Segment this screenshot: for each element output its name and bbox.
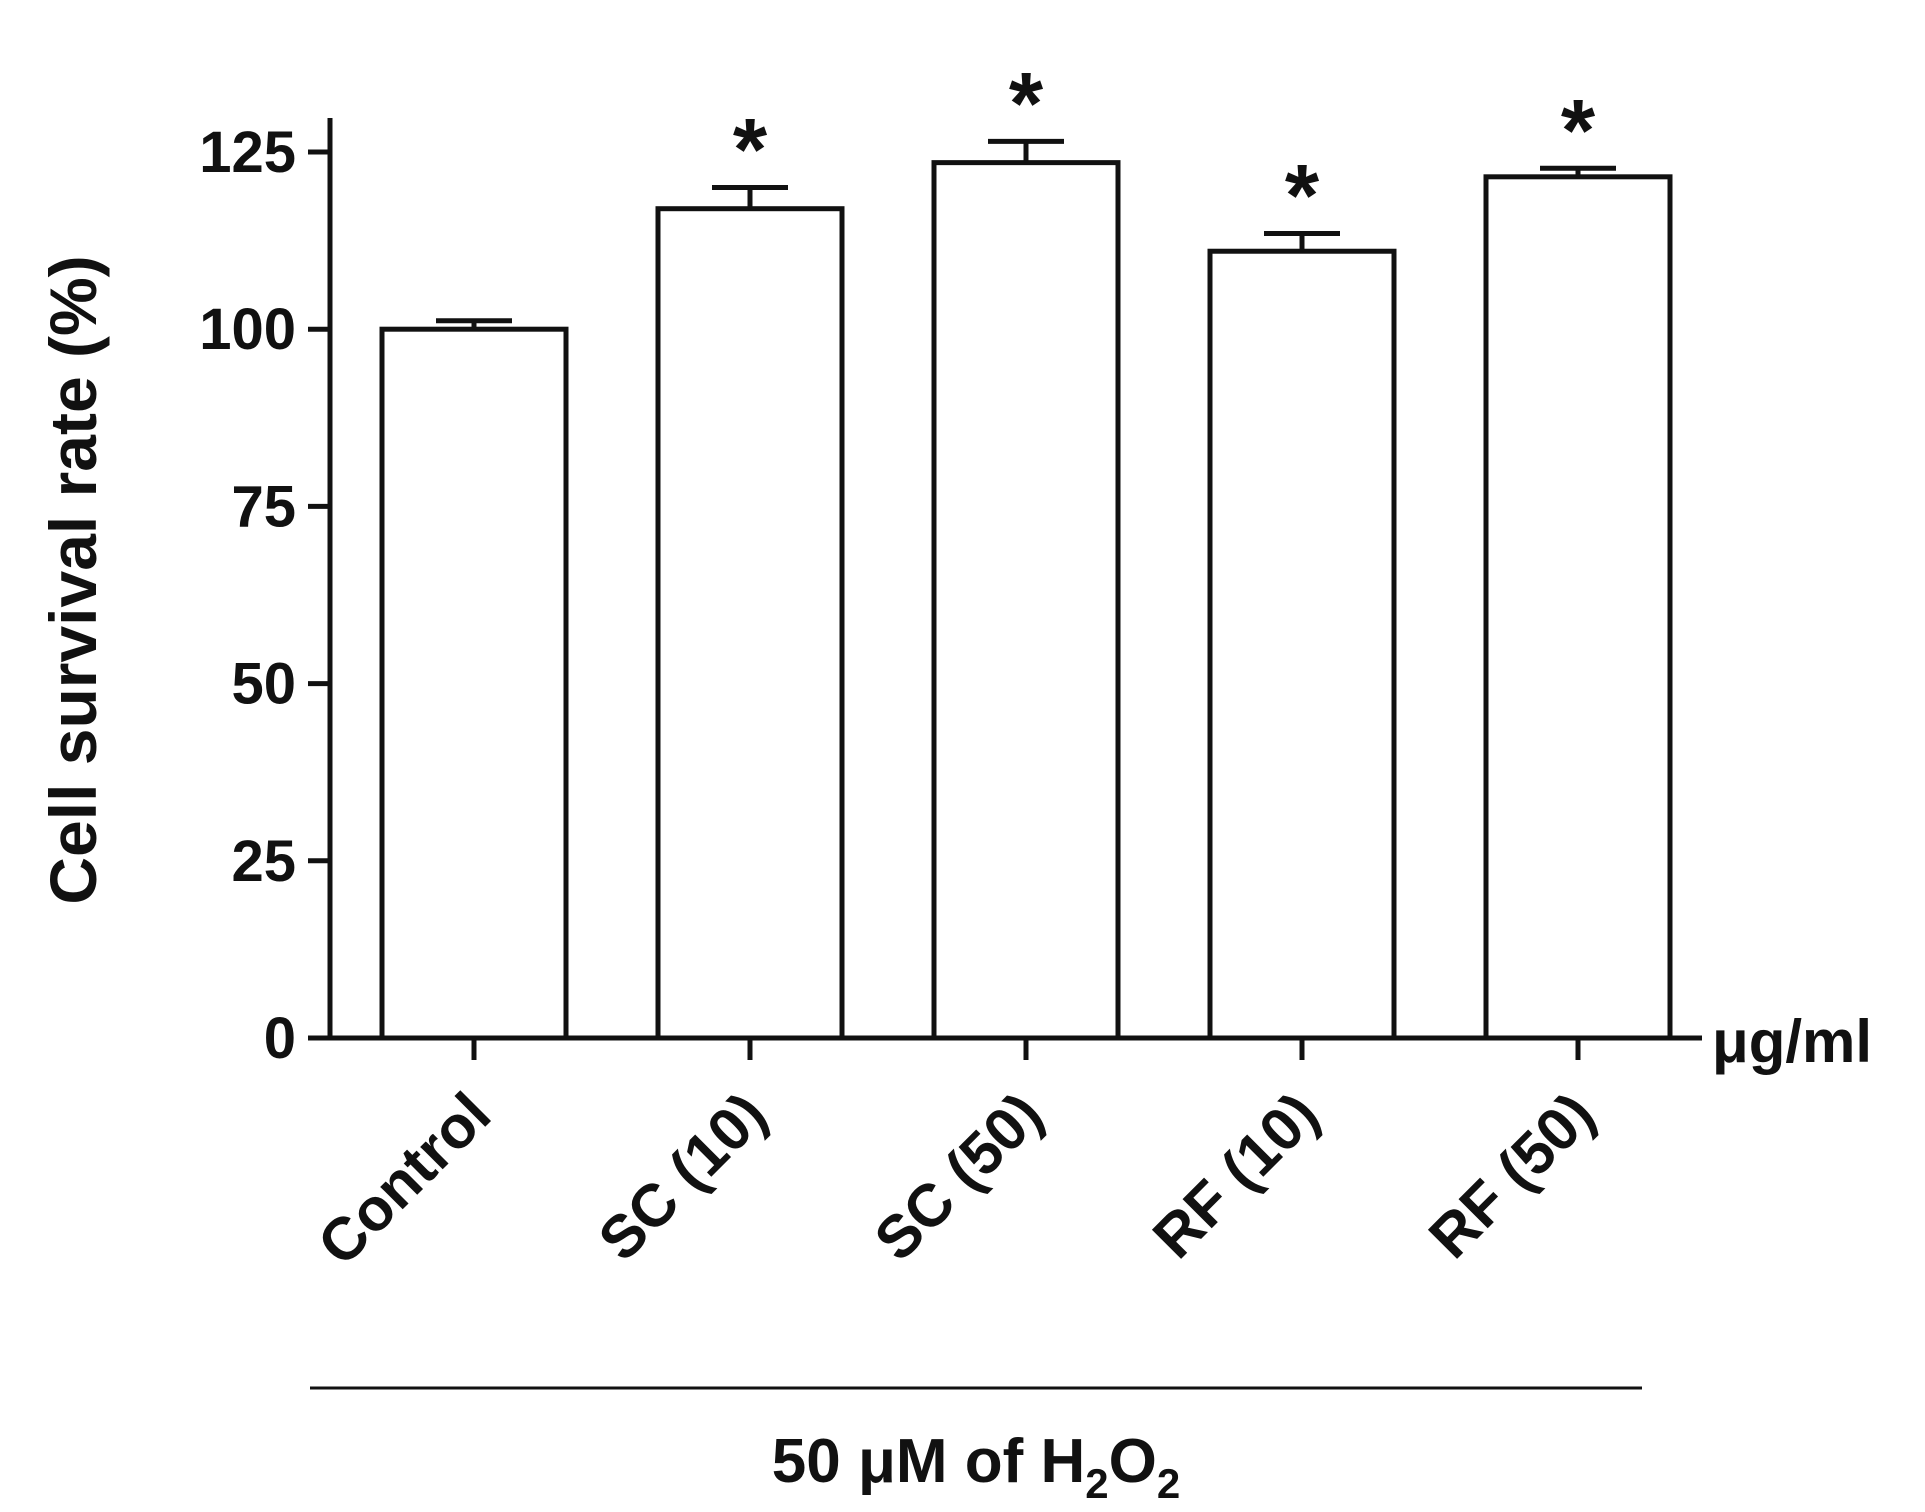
y-tick-label: 0 (264, 1006, 296, 1071)
y-tick-label: 125 (199, 120, 296, 185)
treatment-label: 50 μM of H2O2 (772, 1427, 1180, 1507)
x-tick-label: RF (50) (1416, 1080, 1607, 1271)
bars (379, 138, 1673, 1041)
treatment-label-sub2: 2 (1157, 1460, 1180, 1507)
y-tick-label: 75 (231, 474, 296, 539)
significance-marker: * (733, 99, 768, 198)
y-axis-title: Cell survival rate (%) (36, 255, 110, 904)
bar (1207, 248, 1397, 1041)
significance-marker: * (1009, 53, 1044, 152)
treatment-label-sub1: 2 (1085, 1460, 1108, 1507)
x-tick-label: SC (10) (586, 1080, 780, 1274)
bar (1483, 174, 1673, 1041)
bar (655, 206, 845, 1041)
y-tick-label: 100 (199, 297, 296, 362)
significance-marker: * (1561, 80, 1596, 179)
bar (931, 160, 1121, 1041)
treatment-label-prefix: 50 μM of H (772, 1427, 1086, 1496)
x-tick-label: SC (50) (862, 1080, 1056, 1274)
unit-label: μg/ml (1712, 1008, 1872, 1075)
treatment-label-mid: O (1109, 1427, 1157, 1496)
significance-marker: * (1285, 146, 1320, 245)
x-tick-label: RF (10) (1140, 1080, 1331, 1271)
x-tick-label: Control (305, 1080, 503, 1278)
bar (379, 326, 569, 1041)
y-tick-label: 25 (231, 829, 296, 894)
y-tick-label: 50 (231, 652, 296, 717)
